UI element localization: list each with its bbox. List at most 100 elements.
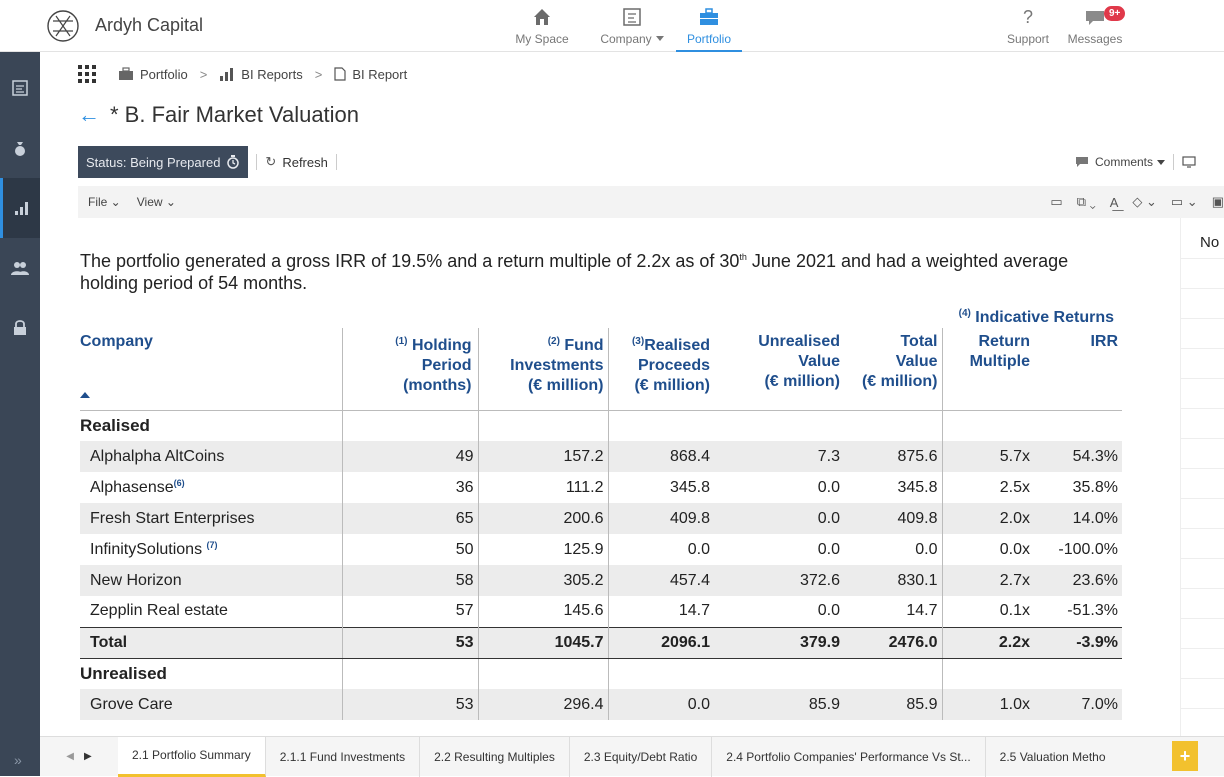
nav-messages[interactable]: 9+ Messages bbox=[1062, 4, 1128, 46]
divider bbox=[335, 154, 337, 170]
indicative-returns-header: (4) Indicative Returns bbox=[958, 308, 1114, 326]
sidebar-item-dashboard[interactable] bbox=[0, 58, 40, 118]
panel-line bbox=[1181, 708, 1224, 709]
table-row[interactable]: Alphasense(6) 36 111.2 345.8 0.0 345.8 2… bbox=[80, 472, 1122, 503]
sidebar-item-funds[interactable] bbox=[0, 118, 40, 178]
section-realised: Realised bbox=[80, 410, 1122, 441]
tab-prev-icon[interactable]: ◀ bbox=[66, 751, 74, 762]
summary-sup: th bbox=[739, 252, 747, 262]
status-bar: Status: Being Prepared ↻ Refresh Comment… bbox=[78, 146, 1224, 178]
tab-valuation-method[interactable]: 2.5 Valuation Metho bbox=[999, 749, 1106, 764]
summary-paragraph: The portfolio generated a gross IRR of 1… bbox=[80, 246, 1110, 294]
summary-text-2: June 2021 and had a weighted average hol… bbox=[80, 251, 1069, 293]
col-company-label: Company bbox=[80, 333, 153, 350]
back-arrow-icon[interactable]: ← bbox=[78, 102, 100, 127]
refresh-button[interactable]: ↻ Refresh bbox=[265, 154, 327, 170]
sidebar-item-contacts[interactable] bbox=[0, 238, 40, 298]
brand-name: Ardyh Capital bbox=[95, 15, 204, 35]
nav-my-space-label: My Space bbox=[515, 32, 569, 46]
nav-support[interactable]: ? Support bbox=[1000, 4, 1056, 46]
panel-line bbox=[1181, 498, 1224, 499]
active-tab-underline bbox=[676, 50, 742, 52]
table-row[interactable]: InfinitySolutions (7) 50 125.9 0.0 0.0 0… bbox=[80, 534, 1122, 565]
app-grid-icon[interactable] bbox=[78, 65, 96, 83]
col-realised-proceeds[interactable]: (3)Realised Proceeds (€ million) bbox=[607, 328, 714, 411]
text-box-icon[interactable]: A͟ bbox=[1109, 194, 1119, 210]
nav-company[interactable]: Company bbox=[592, 4, 672, 46]
sidebar-item-reports[interactable] bbox=[0, 178, 40, 238]
chevron-down-icon bbox=[655, 36, 664, 41]
tab-equity-debt-ratio[interactable]: 2.3 Equity/Debt Ratio bbox=[570, 736, 713, 777]
sidebar-item-security[interactable] bbox=[0, 298, 40, 358]
col-unrealised-value[interactable]: Unrealised Value (€ million) bbox=[714, 328, 844, 411]
view-menu[interactable]: View ⌄ bbox=[136, 195, 176, 209]
panel-line bbox=[1181, 408, 1224, 409]
total-row[interactable]: Total 53 1045.7 2096.1 379.9 2476.0 2.2x… bbox=[80, 626, 1122, 659]
page-title-row: ← * B. Fair Market Valuation bbox=[78, 102, 359, 128]
table-row[interactable]: Fresh Start Enterprises 65 200.6 409.8 0… bbox=[80, 503, 1122, 534]
indicative-returns-label: Indicative Returns bbox=[975, 309, 1114, 326]
panel-line bbox=[1181, 378, 1224, 379]
sort-ascending-icon[interactable] bbox=[80, 392, 90, 398]
table-row[interactable]: Zepplin Real estate 57 145.6 14.7 0.0 14… bbox=[80, 596, 1122, 627]
table-header: Company (1) Holding Period (months) (2) Fu… bbox=[80, 328, 1122, 411]
tab-next-icon[interactable]: ▶ bbox=[84, 751, 92, 762]
breadcrumb-portfolio[interactable]: Portfolio bbox=[140, 66, 188, 82]
summary-text-1: The portfolio generated a gross IRR of 1… bbox=[80, 251, 740, 271]
tab-portfolio-summary[interactable]: 2.1 Portfolio Summary bbox=[118, 736, 266, 777]
add-tab-button[interactable]: + bbox=[1172, 741, 1198, 771]
briefcase-icon bbox=[700, 8, 718, 25]
section-label: Unrealised bbox=[80, 663, 167, 683]
tab-resulting-multiples[interactable]: 2.2 Resulting Multiples bbox=[420, 736, 570, 777]
col-return-multiple[interactable]: Return Multiple bbox=[941, 328, 1038, 411]
monitor-icon[interactable] bbox=[1182, 156, 1196, 168]
sheet-tabs: ◀ ▶ 2.1 Portfolio Summary 2.1.1 Fund Inv… bbox=[40, 736, 1224, 777]
company-icon bbox=[623, 8, 641, 26]
users-icon bbox=[11, 262, 29, 275]
bar-chart-icon bbox=[14, 202, 28, 215]
panel-line bbox=[1181, 258, 1224, 259]
field-icon[interactable]: ▭ ⌄ bbox=[1170, 194, 1198, 209]
col-fund-investments[interactable]: (2) Fund Investments (€ million) bbox=[477, 328, 608, 411]
panel-line bbox=[1181, 558, 1224, 559]
status-button[interactable]: Status: Being Prepared bbox=[78, 146, 249, 178]
comment-icon bbox=[1075, 157, 1088, 167]
breadcrumb-bi-reports[interactable]: BI Reports bbox=[241, 66, 303, 82]
col-company[interactable]: Company bbox=[80, 328, 342, 411]
nav-portfolio[interactable]: Portfolio bbox=[676, 4, 742, 52]
link-icon[interactable]: ⧉ ⌄ bbox=[1076, 194, 1096, 209]
col-total-value[interactable]: Total Value (€ million) bbox=[844, 328, 942, 411]
report-document: No The portfolio generated a gross IRR o… bbox=[40, 218, 1224, 736]
tab-portfolio-companies-performance[interactable]: 2.4 Portfolio Companies' Performance Vs … bbox=[712, 736, 986, 777]
comment-icon[interactable]: ▭ bbox=[1050, 194, 1063, 209]
shapes-icon[interactable]: ◇ ⌄ bbox=[1132, 194, 1157, 209]
panel-line bbox=[1181, 648, 1224, 649]
chevron-down-icon bbox=[1157, 159, 1165, 165]
divider bbox=[1173, 154, 1174, 170]
panel-line bbox=[1181, 288, 1224, 289]
panel-line bbox=[1181, 618, 1224, 619]
table-row[interactable]: Alphalpha AltCoins 49 157.2 868.4 7.3 87… bbox=[80, 441, 1122, 472]
nav-my-space[interactable]: My Space bbox=[510, 4, 574, 46]
help-icon: ? bbox=[1022, 7, 1033, 27]
document-icon bbox=[12, 80, 28, 96]
comments-button[interactable]: Comments bbox=[1075, 154, 1196, 170]
table-row[interactable]: New Horizon 58 305.2 457.4 372.6 830.1 2… bbox=[80, 565, 1122, 596]
bar-chart-icon bbox=[219, 67, 235, 81]
table-row[interactable]: Grove Care 53 296.4 0.0 85.9 85.9 1.0x 7… bbox=[80, 689, 1122, 720]
status-label: Status: Being Prepared bbox=[86, 154, 221, 170]
file-menu[interactable]: File ⌄ bbox=[88, 195, 121, 209]
chevron-right-icon: > bbox=[199, 66, 208, 82]
ardyh-logo-icon[interactable] bbox=[46, 9, 80, 43]
page-title: * B. Fair Market Valuation bbox=[110, 102, 360, 127]
ribbon-tools: ▭ ⧉ ⌄ A͟ ◇ ⌄ ▭ ⌄ ▣ bbox=[1050, 186, 1224, 218]
col-holding[interactable]: (1) Holding Period (months) bbox=[341, 328, 478, 411]
col-irr[interactable]: IRR bbox=[1038, 328, 1122, 411]
nav-messages-label: Messages bbox=[1067, 32, 1123, 46]
tab-fund-investments[interactable]: 2.1.1 Fund Investments bbox=[266, 736, 421, 777]
chevron-right-icon: > bbox=[314, 66, 323, 82]
breadcrumb-bi-report: BI Report bbox=[352, 66, 408, 82]
nav-company-label: Company bbox=[600, 32, 652, 46]
layout-icon[interactable]: ▣ bbox=[1211, 194, 1224, 209]
expand-sidebar-icon[interactable]: » bbox=[14, 752, 22, 768]
